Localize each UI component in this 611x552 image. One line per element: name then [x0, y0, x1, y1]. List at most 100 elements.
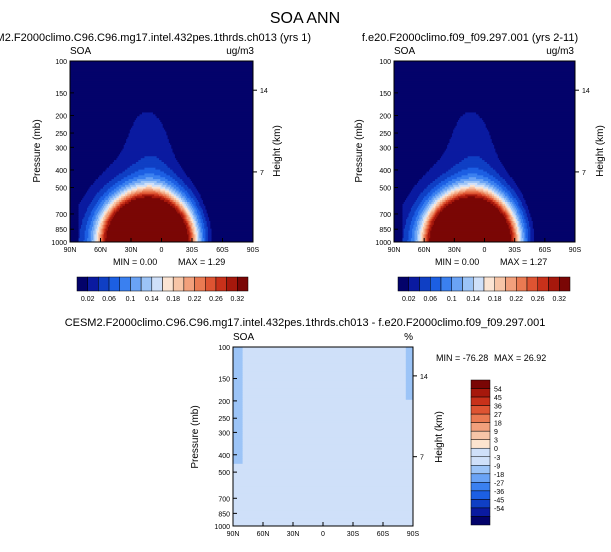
- field-cell: [474, 196, 485, 199]
- field-cell: [422, 236, 425, 239]
- field-cell: [527, 205, 576, 209]
- field-cell: [408, 238, 412, 241]
- field-cell: [176, 184, 182, 188]
- field-cell: [101, 228, 104, 231]
- field-cell: [193, 232, 195, 235]
- field-cell: [508, 215, 511, 218]
- y-tick-label: 850: [218, 511, 230, 518]
- field-cell: [137, 188, 144, 191]
- field-cell: [242, 384, 407, 387]
- y-tick-label: 400: [379, 168, 391, 175]
- y-tick-label: 300: [379, 145, 391, 152]
- field-cell: [492, 142, 576, 146]
- field-cell: [128, 133, 167, 136]
- field-cell: [435, 200, 438, 203]
- field-cell: [135, 190, 143, 193]
- field-cell: [189, 222, 193, 226]
- field-cell: [109, 200, 112, 203]
- field-cell: [527, 207, 576, 211]
- field-cell: [118, 196, 122, 199]
- field-cell: [424, 234, 426, 237]
- field-cell: [341, 490, 343, 493]
- field-cell: [190, 236, 193, 239]
- field-cell: [195, 221, 198, 224]
- field-cell: [233, 403, 243, 406]
- field-cell: [242, 388, 407, 391]
- field-cell: [101, 205, 105, 209]
- field-cell: [98, 238, 100, 241]
- field-cell: [300, 518, 308, 521]
- field-cell: [161, 196, 165, 199]
- field-cell: [515, 207, 519, 211]
- field-cell: [185, 173, 254, 176]
- field-cell: [532, 221, 576, 224]
- field-cell: [173, 171, 186, 174]
- field-cell: [405, 380, 414, 384]
- field-cell: [394, 215, 403, 218]
- y-tick-label: 700: [55, 212, 67, 219]
- field-cell: [518, 230, 522, 233]
- field-cell: [533, 228, 576, 231]
- field-cell: [439, 203, 443, 207]
- field-cell: [89, 203, 97, 207]
- field-cell: [467, 182, 478, 186]
- field-cell: [474, 186, 484, 190]
- field-cell: [414, 213, 419, 216]
- field-cell: [308, 522, 312, 525]
- field-cell: [394, 238, 403, 241]
- field-cell: [448, 184, 454, 188]
- field-cell: [166, 184, 172, 188]
- field-cell: [131, 190, 137, 193]
- field-cell: [179, 177, 190, 180]
- field-cell: [104, 230, 106, 233]
- field-cell: [84, 238, 88, 241]
- field-cell: [435, 207, 437, 211]
- field-cell: [195, 213, 199, 216]
- field-cell: [410, 207, 418, 211]
- field-cell: [127, 167, 145, 170]
- field-cell: [497, 179, 506, 182]
- field-cell: [202, 221, 208, 224]
- field-cell: [418, 226, 421, 230]
- field-cell: [184, 182, 194, 186]
- field-cell: [524, 217, 529, 220]
- field-cell: [488, 129, 576, 132]
- field-cell: [333, 522, 336, 525]
- field-cell: [514, 190, 522, 193]
- field-cell: [402, 205, 413, 209]
- field-cell: [124, 192, 128, 195]
- field-cell: [394, 219, 403, 222]
- field-cell: [518, 196, 524, 199]
- field-cell: [116, 209, 120, 212]
- field-cell: [518, 226, 520, 230]
- field-cell: [178, 186, 184, 190]
- field-cell: [508, 221, 511, 224]
- field-cell: [427, 219, 430, 222]
- field-cell: [184, 200, 188, 203]
- field-cell: [391, 493, 399, 497]
- field-cell: [422, 224, 425, 228]
- field-cell: [189, 228, 192, 231]
- field-cell: [496, 192, 501, 195]
- field-cell: [87, 221, 92, 224]
- field-cell: [402, 518, 410, 521]
- field-cell: [173, 203, 176, 207]
- panel1-title: CESM2.F2000climo.C96.C96.mg17.intel.432p…: [0, 32, 311, 44]
- field-cell: [515, 221, 519, 224]
- field-cell: [320, 428, 344, 431]
- field-cell: [425, 209, 429, 212]
- field-cell: [418, 234, 421, 237]
- field-cell: [387, 482, 390, 485]
- field-cell: [491, 190, 495, 193]
- field-cell: [491, 141, 576, 144]
- field-cell: [427, 228, 430, 231]
- field-cell: [168, 192, 172, 195]
- field-cell: [233, 488, 240, 491]
- field-cell: [211, 240, 254, 243]
- field-cell: [204, 215, 209, 218]
- field-cell: [494, 198, 497, 201]
- field-cell: [179, 207, 182, 211]
- field-cell: [166, 194, 170, 197]
- field-cell: [518, 236, 520, 239]
- field-cell: [415, 226, 419, 230]
